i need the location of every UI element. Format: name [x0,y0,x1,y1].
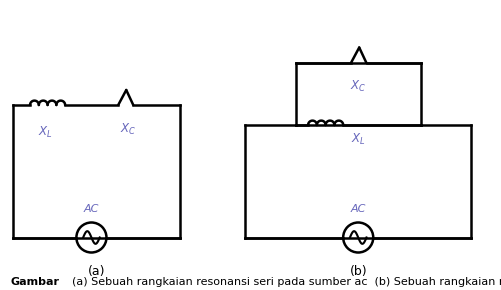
Text: (b): (b) [349,264,367,278]
Text: $X_L$: $X_L$ [38,125,53,140]
Text: $X_L$: $X_L$ [351,131,366,146]
Text: Gambar: Gambar [10,277,59,287]
Text: $X_C$: $X_C$ [120,122,136,137]
Text: AC: AC [84,204,99,213]
Text: (a) Sebuah rangkaian resonansi seri pada sumber ac  (b) Sebuah rangkaian resonan: (a) Sebuah rangkaian resonansi seri pada… [58,277,501,287]
Text: (a): (a) [88,264,105,278]
Text: $X_C$: $X_C$ [350,79,366,94]
Text: AC: AC [351,204,366,213]
